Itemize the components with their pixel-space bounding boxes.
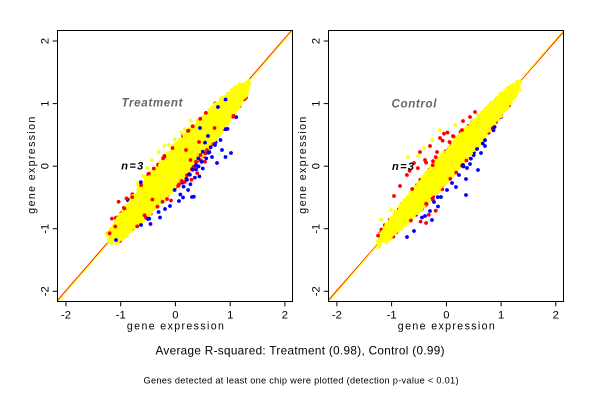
svg-text:0: 0 xyxy=(443,310,449,322)
svg-text:-1: -1 xyxy=(116,310,126,322)
svg-text:Control: Control xyxy=(392,97,438,110)
svg-text:-2: -2 xyxy=(61,310,71,322)
svg-text:gene expression: gene expression xyxy=(127,320,224,332)
svg-text:1: 1 xyxy=(498,310,504,322)
svg-text:gene expression: gene expression xyxy=(398,320,495,332)
svg-text:gene expression: gene expression xyxy=(26,117,38,214)
svg-text:Average R-squared: Treatment (: Average R-squared: Treatment (0.98), Con… xyxy=(156,345,445,358)
svg-text:-1: -1 xyxy=(310,224,322,234)
svg-text:-2: -2 xyxy=(40,286,52,296)
svg-text:0: 0 xyxy=(40,163,52,169)
svg-text:2: 2 xyxy=(553,310,559,322)
svg-text:-1: -1 xyxy=(40,224,52,234)
svg-text:2: 2 xyxy=(310,38,322,44)
svg-text:1: 1 xyxy=(40,100,52,106)
svg-text:0: 0 xyxy=(310,163,322,169)
svg-text:2: 2 xyxy=(282,310,288,322)
svg-text:gene expression: gene expression xyxy=(297,117,309,214)
svg-text:-2: -2 xyxy=(332,310,342,322)
svg-text:2: 2 xyxy=(40,38,52,44)
svg-text:Genes detected at least one ch: Genes detected at least one chip were pl… xyxy=(144,375,459,385)
svg-text:1: 1 xyxy=(227,310,233,322)
svg-text:n=3: n=3 xyxy=(121,161,143,173)
svg-text:-2: -2 xyxy=(310,286,322,296)
svg-text:0: 0 xyxy=(172,310,178,322)
svg-text:-1: -1 xyxy=(387,310,397,322)
svg-text:Treatment: Treatment xyxy=(122,97,184,110)
svg-text:1: 1 xyxy=(310,100,322,106)
svg-text:n=3: n=3 xyxy=(392,161,414,173)
